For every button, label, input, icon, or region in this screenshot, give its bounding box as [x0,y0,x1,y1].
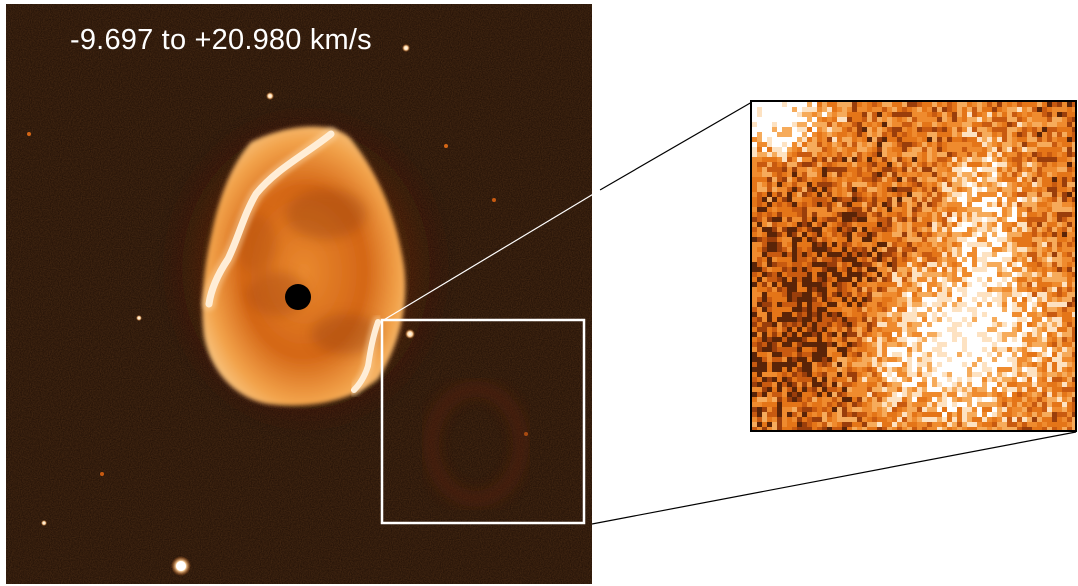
zoom-inset-pixels [752,102,1075,430]
zoom-inset [750,100,1077,432]
nebula-rim-glow-right [348,316,384,396]
nebula-image-svg [6,4,592,584]
nebula-rim-glow-left [202,127,338,311]
central-star-marker [285,284,311,310]
velocity-range-label: -9.697 to +20.980 km/s [70,24,372,56]
nebula-image: -9.697 to +20.980 km/s [6,4,592,584]
faint-knot [423,381,529,507]
connector-bottom [591,431,1077,525]
connector-top [599,101,753,191]
